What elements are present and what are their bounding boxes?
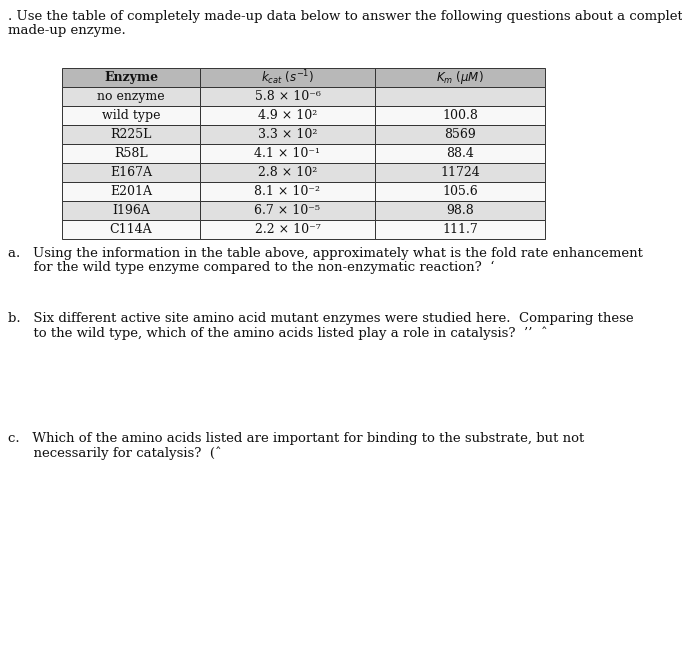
Text: . Use the table of completely made-up data below to answer the following questio: . Use the table of completely made-up da…	[8, 10, 682, 23]
Bar	[200, 87, 375, 106]
Bar	[200, 125, 375, 144]
Bar	[375, 125, 545, 144]
Text: 8569: 8569	[444, 128, 476, 141]
Text: 105.6: 105.6	[442, 185, 478, 198]
Text: c.   Which of the amino acids listed are important for binding to the substrate,: c. Which of the amino acids listed are i…	[8, 432, 584, 445]
Text: 6.7 × 10⁻⁵: 6.7 × 10⁻⁵	[254, 204, 321, 217]
Text: 111.7: 111.7	[442, 223, 478, 236]
Text: R225L: R225L	[110, 128, 151, 141]
Text: E201A: E201A	[110, 185, 152, 198]
Bar	[62, 68, 200, 87]
Bar	[62, 87, 200, 106]
Text: necessarily for catalysis?  (ˆ: necessarily for catalysis? (ˆ	[8, 446, 222, 460]
Bar	[375, 163, 545, 182]
Bar	[62, 144, 200, 163]
Bar	[62, 106, 200, 125]
Bar	[375, 68, 545, 87]
Text: E167A: E167A	[110, 166, 152, 179]
Text: Enzyme: Enzyme	[104, 71, 158, 84]
Text: 98.8: 98.8	[446, 204, 474, 217]
Bar	[200, 182, 375, 201]
Bar	[200, 201, 375, 220]
Text: 2.8 × 10²: 2.8 × 10²	[258, 166, 317, 179]
Text: 3.3 × 10²: 3.3 × 10²	[258, 128, 317, 141]
Bar	[375, 182, 545, 201]
Text: a.   Using the information in the table above, approximately what is the fold ra: a. Using the information in the table ab…	[8, 247, 643, 260]
Text: C114A: C114A	[110, 223, 152, 236]
Text: for the wild type enzyme compared to the non-enzymatic reaction?  ‘: for the wild type enzyme compared to the…	[8, 261, 494, 274]
Bar	[200, 220, 375, 239]
Text: 4.9 × 10²: 4.9 × 10²	[258, 109, 317, 122]
Text: no enzyme: no enzyme	[98, 90, 165, 103]
Bar	[62, 201, 200, 220]
Text: made-up enzyme.: made-up enzyme.	[8, 24, 125, 37]
Bar	[375, 144, 545, 163]
Bar	[375, 201, 545, 220]
Text: b.   Six different active site amino acid mutant enzymes were studied here.  Com: b. Six different active site amino acid …	[8, 312, 634, 325]
Bar	[62, 125, 200, 144]
Text: $k_{cat}\ (s^{-1})$: $k_{cat}\ (s^{-1})$	[261, 68, 314, 87]
Text: 11724: 11724	[440, 166, 480, 179]
Bar	[62, 220, 200, 239]
Bar	[62, 182, 200, 201]
Bar	[62, 163, 200, 182]
Text: 5.8 × 10⁻⁶: 5.8 × 10⁻⁶	[254, 90, 321, 103]
Bar	[375, 220, 545, 239]
Text: I196A: I196A	[112, 204, 150, 217]
Text: 100.8: 100.8	[442, 109, 478, 122]
Text: 88.4: 88.4	[446, 147, 474, 160]
Bar	[200, 163, 375, 182]
Text: wild type: wild type	[102, 109, 160, 122]
Bar	[375, 87, 545, 106]
Bar	[200, 144, 375, 163]
Text: to the wild type, which of the amino acids listed play a role in catalysis?  ’’ : to the wild type, which of the amino aci…	[8, 326, 548, 340]
Text: 2.2 × 10⁻⁷: 2.2 × 10⁻⁷	[254, 223, 321, 236]
Bar	[200, 68, 375, 87]
Text: $K_m\ (\mu M)$: $K_m\ (\mu M)$	[436, 69, 484, 86]
Bar	[200, 106, 375, 125]
Text: 8.1 × 10⁻²: 8.1 × 10⁻²	[254, 185, 321, 198]
Text: 4.1 × 10⁻¹: 4.1 × 10⁻¹	[254, 147, 321, 160]
Text: R58L: R58L	[114, 147, 148, 160]
Bar	[375, 106, 545, 125]
